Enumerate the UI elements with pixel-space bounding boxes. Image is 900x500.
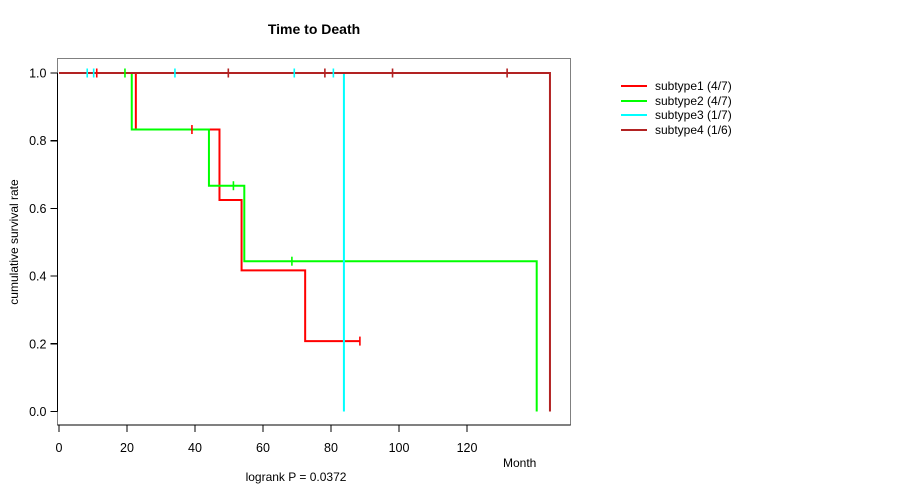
y-tick-label: 0.8 [29,134,46,148]
logrank-p-value: logrank P = 0.0372 [245,470,347,484]
legend-row-subtype2: subtype2 (4/7) [621,94,732,109]
y-tick-label: 0.2 [29,337,46,351]
legend-label: subtype1 (4/7) [655,79,732,94]
legend-label: subtype2 (4/7) [655,93,732,108]
x-tick-label: 0 [56,441,63,455]
legend-line-icon [621,114,647,117]
legend-row-subtype3: subtype3 (1/7) [621,108,732,123]
legend-row-subtype1: subtype1 (4/7) [621,79,732,94]
legend: subtype1 (4/7) subtype2 (4/7) subtype3 (1/… [621,79,732,137]
x-tick-label: 40 [188,441,202,455]
y-tick-label: 0.6 [29,202,46,216]
x-tick-label: 60 [256,441,270,455]
legend-label: subtype3 (1/7) [655,108,732,123]
legend-line-icon [621,85,647,88]
y-tick-label: 0.4 [29,270,46,284]
x-axis-label: Month [503,456,537,470]
x-tick-label: 120 [457,441,478,455]
legend-label: subtype4 (1/6) [655,122,732,137]
survival-curve-subtype3 [59,72,345,412]
y-axis-label: cumulative survival rate [7,179,21,305]
survival-curve-subtype1 [59,72,360,343]
x-tick-label: 100 [389,441,410,455]
survival-curve-subtype2 [59,72,538,412]
y-tick-label: 1.0 [29,67,46,81]
x-tick-label: 20 [120,441,134,455]
chart-title: Time to Death [267,21,361,37]
plot-box [57,58,571,426]
survival-curve-subtype4 [59,72,551,412]
legend-row-subtype4: subtype4 (1/6) [621,123,732,138]
x-tick-label: 80 [324,441,338,455]
legend-line-icon [621,99,647,102]
legend-line-icon [621,128,647,131]
y-tick-label: 0.0 [29,405,46,419]
